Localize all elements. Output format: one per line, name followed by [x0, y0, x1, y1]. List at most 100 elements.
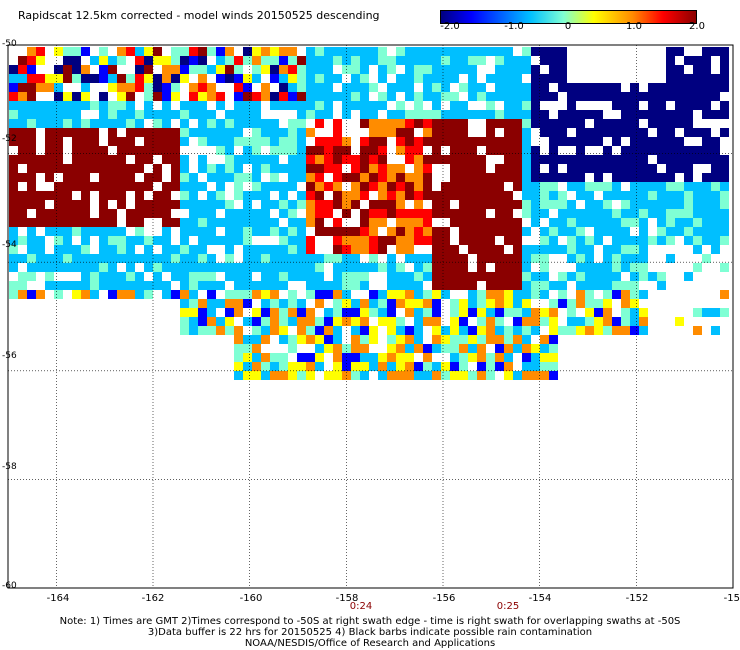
wind-difference-cell	[576, 173, 585, 182]
wind-difference-cell	[378, 209, 387, 218]
wind-difference-cell	[225, 326, 234, 335]
wind-difference-cell	[423, 155, 432, 164]
wind-difference-cell	[198, 272, 207, 281]
wind-difference-cell	[315, 272, 324, 281]
wind-difference-cell	[234, 101, 243, 110]
wind-difference-cell	[531, 101, 540, 110]
wind-difference-cell	[540, 245, 549, 254]
wind-difference-cell	[540, 83, 549, 92]
wind-difference-cell	[63, 191, 72, 200]
wind-difference-cell	[315, 362, 324, 371]
wind-difference-cell	[72, 254, 81, 263]
wind-difference-cell	[468, 245, 477, 254]
wind-difference-cell	[198, 281, 207, 290]
wind-difference-cell	[612, 101, 621, 110]
wind-difference-cell	[153, 56, 162, 65]
wind-difference-cell	[540, 155, 549, 164]
wind-difference-cell	[630, 245, 639, 254]
wind-difference-cell	[675, 200, 684, 209]
wind-difference-cell	[54, 146, 63, 155]
wind-difference-cell	[324, 110, 333, 119]
wind-difference-cell	[243, 245, 252, 254]
wind-difference-cell	[144, 128, 153, 137]
wind-difference-cell	[360, 137, 369, 146]
wind-difference-cell	[603, 245, 612, 254]
wind-difference-cell	[522, 281, 531, 290]
wind-difference-cell	[351, 173, 360, 182]
wind-difference-cell	[63, 245, 72, 254]
wind-difference-cell	[243, 344, 252, 353]
wind-difference-cell	[711, 92, 720, 101]
wind-difference-cell	[477, 299, 486, 308]
wind-difference-cell	[621, 146, 630, 155]
wind-difference-cell	[513, 308, 522, 317]
wind-difference-cell	[108, 137, 117, 146]
wind-difference-cell	[171, 155, 180, 164]
wind-difference-cell	[540, 110, 549, 119]
wind-difference-cell	[99, 191, 108, 200]
wind-difference-cell	[477, 218, 486, 227]
wind-difference-cell	[711, 164, 720, 173]
wind-difference-cell	[612, 272, 621, 281]
wind-difference-cell	[171, 173, 180, 182]
wind-difference-cell	[648, 200, 657, 209]
wind-difference-cell	[216, 119, 225, 128]
wind-difference-cell	[243, 227, 252, 236]
wind-difference-cell	[126, 209, 135, 218]
wind-difference-cell	[81, 128, 90, 137]
wind-difference-cell	[504, 335, 513, 344]
wind-difference-cell	[423, 137, 432, 146]
wind-difference-cell	[720, 173, 729, 182]
wind-difference-cell	[90, 272, 99, 281]
wind-difference-cell	[18, 290, 27, 299]
wind-difference-cell	[126, 245, 135, 254]
wind-difference-cell	[378, 128, 387, 137]
wind-difference-cell	[315, 119, 324, 128]
wind-difference-cell	[252, 191, 261, 200]
wind-difference-cell	[486, 371, 495, 380]
wind-difference-cell	[639, 308, 648, 317]
wind-difference-cell	[225, 146, 234, 155]
wind-difference-cell	[369, 182, 378, 191]
wind-difference-cell	[522, 209, 531, 218]
wind-difference-cell	[252, 74, 261, 83]
wind-difference-cell	[261, 128, 270, 137]
wind-difference-cell	[405, 65, 414, 74]
wind-difference-cell	[270, 200, 279, 209]
wind-difference-cell	[495, 254, 504, 263]
wind-difference-cell	[135, 155, 144, 164]
wind-difference-cell	[306, 65, 315, 74]
wind-difference-cell	[144, 200, 153, 209]
wind-difference-cell	[378, 218, 387, 227]
wind-difference-cell	[459, 119, 468, 128]
wind-difference-cell	[549, 47, 558, 56]
wind-difference-cell	[720, 191, 729, 200]
wind-difference-cell	[477, 272, 486, 281]
wind-difference-cell	[207, 65, 216, 74]
grid-lines	[8, 44, 734, 589]
wind-difference-cell	[225, 119, 234, 128]
wind-difference-cell	[270, 92, 279, 101]
wind-difference-cell	[72, 92, 81, 101]
wind-difference-cell	[288, 128, 297, 137]
wind-difference-cell	[702, 191, 711, 200]
wind-difference-cell	[63, 227, 72, 236]
wind-difference-cell	[234, 119, 243, 128]
wind-difference-cell	[603, 92, 612, 101]
wind-difference-cell	[405, 92, 414, 101]
wind-difference-cell	[324, 164, 333, 173]
wind-difference-cell	[333, 263, 342, 272]
wind-difference-cell	[477, 56, 486, 65]
wind-difference-cell	[108, 182, 117, 191]
wind-difference-cell	[315, 254, 324, 263]
wind-difference-cell	[531, 362, 540, 371]
wind-difference-cell	[288, 164, 297, 173]
wind-difference-cell	[450, 173, 459, 182]
wind-difference-cell	[18, 119, 27, 128]
wind-difference-cell	[396, 299, 405, 308]
wind-difference-cell	[486, 353, 495, 362]
wind-difference-cell	[720, 164, 729, 173]
wind-difference-cell	[567, 137, 576, 146]
wind-difference-cell	[432, 65, 441, 74]
wind-difference-cell	[522, 137, 531, 146]
